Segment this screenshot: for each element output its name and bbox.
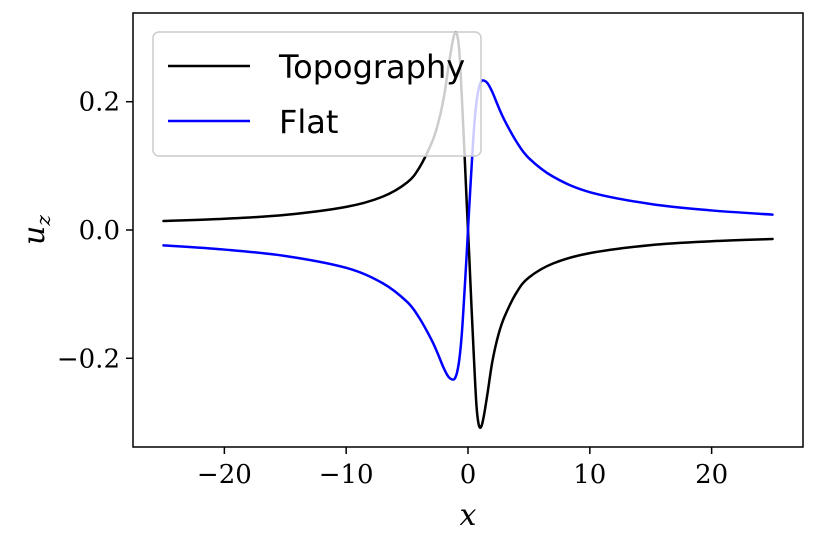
x-tick-label: 0: [460, 460, 477, 490]
x-tick-label: 10: [573, 460, 606, 490]
legend-box: [152, 31, 482, 157]
y-tick-label: 0.0: [79, 216, 120, 246]
x-tick-label: −10: [319, 460, 374, 490]
x-axis-label: x: [460, 498, 477, 533]
y-axis-label: uz: [17, 215, 55, 245]
x-tick-label: 20: [695, 460, 728, 490]
series-layer: [162, 30, 774, 430]
y-axis: −0.2 0.0 0.2: [57, 88, 133, 374]
y-tick-label: 0.2: [79, 88, 120, 118]
series-line-flat: [162, 79, 774, 381]
legend-label-topography: Topography: [278, 48, 465, 86]
legend: Topography Flat: [152, 31, 482, 157]
y-axis-label-subscript: z: [31, 215, 55, 227]
y-tick-label: −0.2: [57, 344, 120, 374]
x-tick-label: −20: [197, 460, 252, 490]
x-axis: −20 −10 0 10 20: [197, 447, 728, 490]
y-axis-label-main: u: [17, 226, 52, 245]
legend-label-flat: Flat: [279, 103, 338, 141]
